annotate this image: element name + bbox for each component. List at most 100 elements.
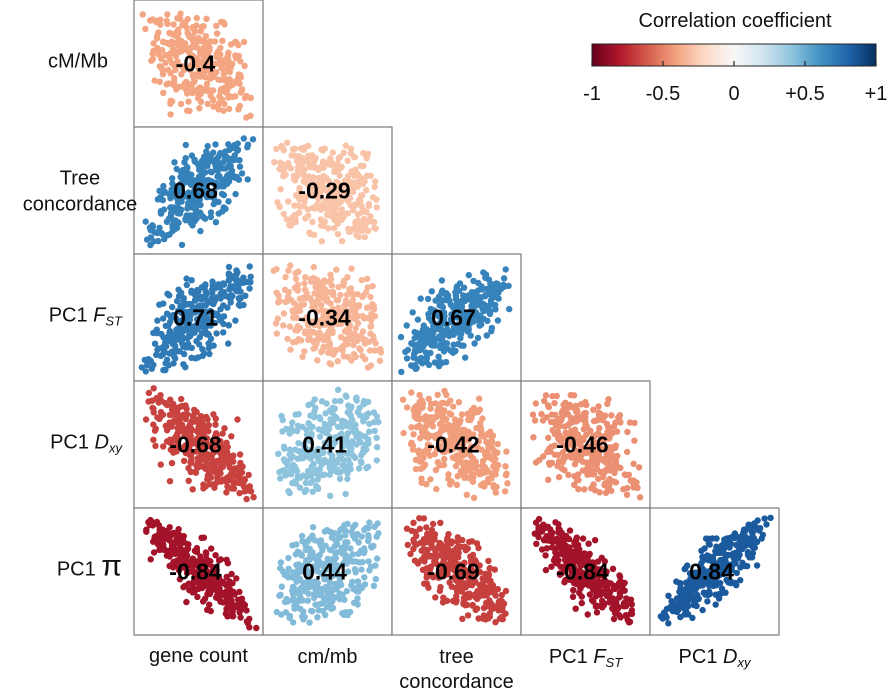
scatter-point (229, 613, 236, 620)
scatter-point (225, 263, 233, 271)
scatter-point (316, 164, 324, 171)
scatter-point (413, 342, 420, 349)
scatter-point (373, 204, 380, 211)
scatter-point (458, 588, 466, 595)
scatter-point (176, 319, 183, 326)
scatter-point (153, 32, 161, 40)
cell-r2-c0: 0.71 (133, 253, 264, 382)
scatter-point (182, 415, 189, 422)
scatter-point (371, 224, 378, 232)
row-label: PC1 π (57, 550, 122, 583)
scatter-point (211, 484, 218, 491)
cell-r4-c0: -0.84 (133, 507, 264, 636)
scatter-point (411, 404, 418, 411)
scatter-point (196, 84, 203, 92)
correlation-value-label: 0.71 (173, 305, 218, 331)
scatter-point (345, 402, 352, 409)
scatter-point (188, 344, 195, 352)
scatter-point (207, 193, 214, 200)
scatter-point (358, 227, 365, 234)
scatter-point (464, 612, 472, 619)
column-label: cm/mb (298, 646, 358, 668)
legend-tick-label: -1 (583, 83, 601, 105)
scatter-point (436, 587, 444, 594)
scatter-point (349, 292, 357, 299)
scatter-point (181, 191, 188, 198)
scatter-point (173, 33, 180, 40)
scatter-point (361, 581, 369, 588)
scatter-point (721, 536, 728, 543)
scatter-point (373, 457, 380, 464)
scatter-point (572, 408, 580, 415)
scatter-point (418, 397, 425, 404)
scatter-point (178, 241, 186, 249)
scatter-point (623, 613, 630, 620)
scatter-point (201, 350, 208, 357)
scatter-point (294, 168, 302, 175)
scatter-point (502, 266, 509, 273)
scatter-point (164, 290, 171, 297)
scatter-point (453, 297, 461, 304)
scatter-point (422, 416, 429, 423)
scatter-point (416, 331, 424, 338)
scatter-point (631, 437, 638, 444)
scatter-point (693, 596, 700, 603)
scatter-point (485, 475, 492, 483)
scatter-point (450, 403, 457, 410)
scatter-point (155, 49, 163, 56)
scatter-point (358, 276, 365, 284)
scatter-point (283, 139, 291, 146)
scatter-point (300, 203, 307, 210)
scatter-point (295, 157, 303, 165)
scatter-point (593, 458, 600, 465)
scatter-point (237, 74, 244, 81)
scatter-point (470, 494, 478, 501)
scatter-point (486, 597, 493, 604)
scatter-point (426, 331, 433, 339)
scatter-point (302, 179, 310, 186)
scatter-point (243, 607, 250, 614)
scatter-point (165, 322, 172, 329)
scatter-point (187, 219, 194, 227)
scatter-point (280, 147, 287, 154)
correlation-value-label: -0.46 (556, 432, 608, 458)
scatter-point (295, 440, 302, 447)
scatter-point (329, 598, 336, 605)
scatter-point (343, 393, 350, 400)
scatter-point (417, 295, 424, 302)
correlation-value-label: 0.44 (302, 559, 347, 585)
scatter-point (180, 299, 188, 307)
scatter-point (204, 142, 211, 150)
scatter-point (149, 227, 156, 234)
correlation-value-label: 0.67 (431, 305, 476, 331)
correlation-value-label: -0.84 (169, 559, 222, 585)
scatter-point (228, 433, 235, 440)
scatter-point (180, 537, 187, 544)
scatter-point (228, 570, 235, 578)
scatter-point (337, 198, 345, 205)
scatter-point (232, 174, 239, 181)
scatter-point (352, 395, 360, 402)
scatter-point (364, 227, 372, 234)
scatter-point (164, 66, 172, 74)
scatter-point (424, 295, 432, 303)
scatter-point (204, 100, 211, 108)
scatter-point (190, 204, 197, 212)
scatter-point (277, 564, 284, 572)
scatter-point (579, 535, 587, 542)
scatter-point (183, 169, 191, 176)
scatter-point (407, 440, 415, 448)
scatter-point (474, 334, 482, 342)
scatter-point (197, 73, 204, 80)
scatter-point (169, 303, 176, 311)
cell-r0-c0: -0.4 (133, 0, 264, 128)
scatter-point (143, 528, 150, 535)
scatter-point (197, 90, 204, 98)
scatter-point (365, 532, 372, 539)
scatter-point (286, 222, 293, 229)
scatter-point (320, 279, 328, 286)
scatter-point (292, 270, 299, 277)
scatter-point (306, 535, 314, 542)
scatter-point (221, 84, 228, 92)
scatter-point (289, 574, 297, 581)
